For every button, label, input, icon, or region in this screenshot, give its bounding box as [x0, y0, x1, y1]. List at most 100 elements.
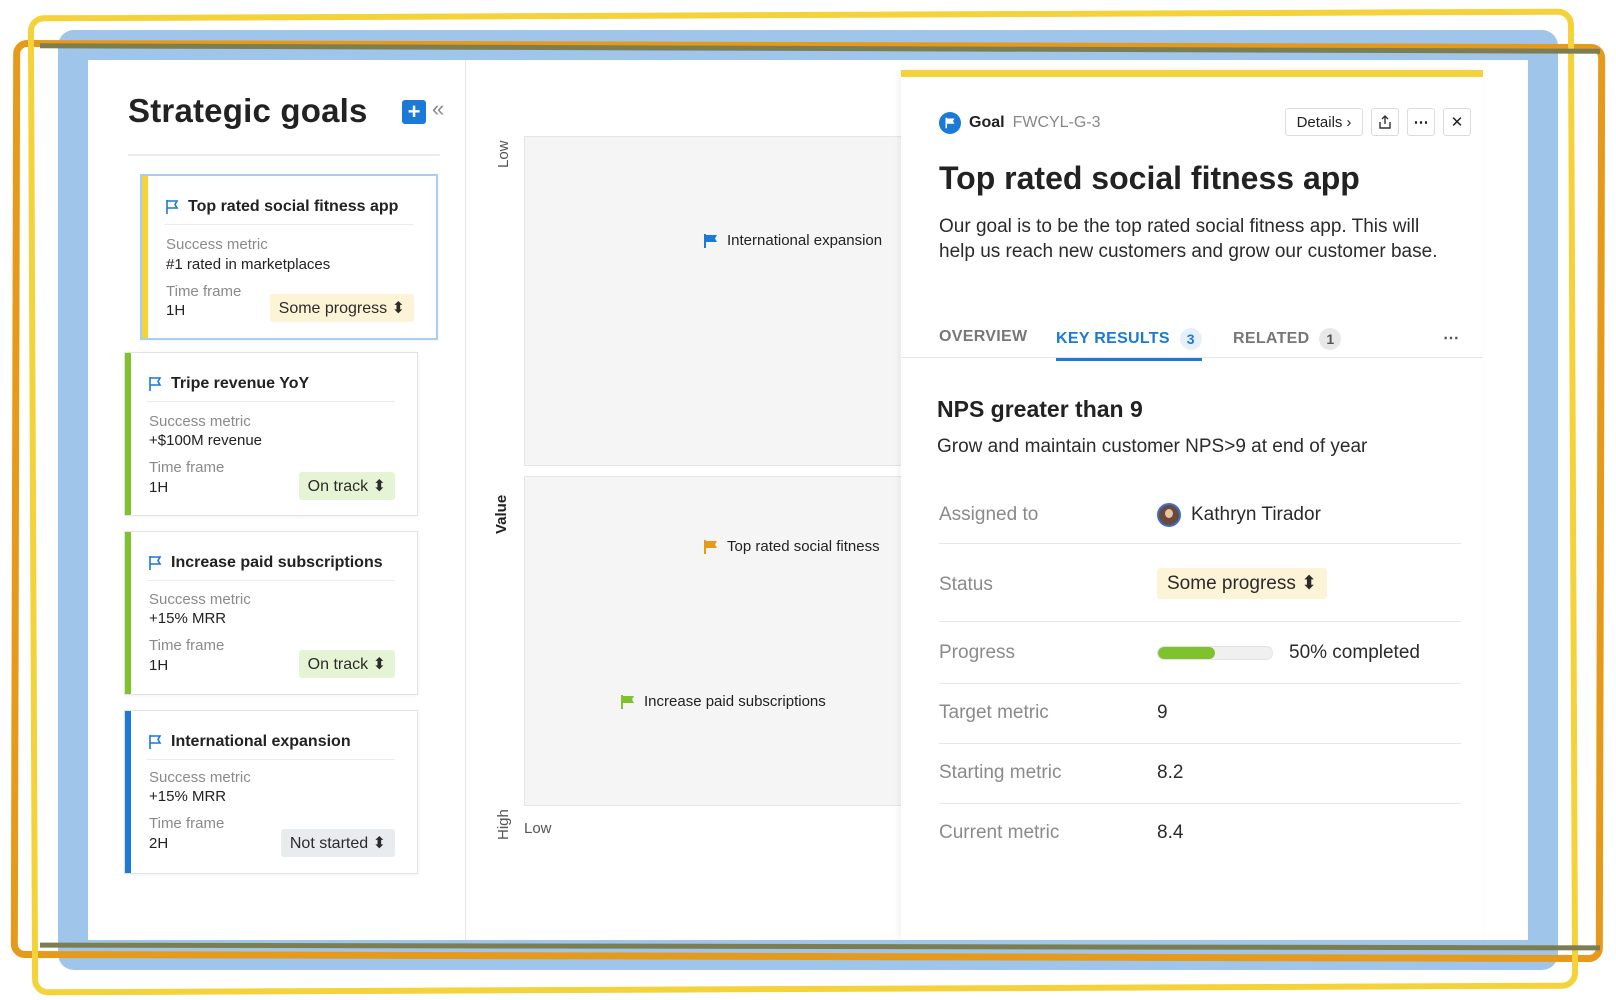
time-frame-value: 2H	[149, 835, 169, 852]
goal-card-title: International expansion	[147, 733, 395, 760]
flag-icon	[704, 233, 717, 248]
status-pill: Some progress ⬍	[1157, 568, 1328, 599]
sort-arrows-icon: ⬍	[391, 300, 405, 317]
assignee[interactable]: Kathryn Tirador	[1157, 503, 1321, 527]
goal-color-bar	[125, 711, 131, 873]
close-icon[interactable]: ✕	[1443, 108, 1471, 136]
time-frame-value: 1H	[149, 479, 169, 496]
app-window: Strategic goals + « Top rated social fit…	[88, 60, 1528, 940]
progress-text: 50% completed	[1289, 642, 1420, 663]
goal-card[interactable]: Increase paid subscriptions Success metr…	[124, 531, 418, 695]
chart-point[interactable]: Top rated social fitness	[703, 538, 880, 555]
sidebar-divider	[128, 154, 440, 156]
assigned-row: Assigned to Kathryn Tirador	[939, 490, 1461, 544]
flag-icon	[166, 200, 179, 214]
goal-card-title-text: Tripe revenue YoY	[171, 375, 310, 392]
time-frame-label: Time frame	[149, 637, 225, 654]
current-row: Current metric 8.4	[939, 804, 1461, 864]
success-metric-label: Success metric	[149, 591, 251, 608]
flag-badge-icon	[939, 112, 961, 134]
target-value: 9	[1157, 702, 1168, 723]
current-value: 8.4	[1157, 822, 1184, 843]
success-metric-value: +$100M revenue	[149, 432, 262, 449]
tab-count-badge: 3	[1179, 328, 1202, 350]
goal-card[interactable]: Top rated social fitness app Success met…	[140, 174, 438, 340]
time-frame-value: 1H	[166, 302, 186, 319]
goal-card[interactable]: International expansion Success metric +…	[124, 710, 418, 874]
status-dropdown-label: On track	[307, 656, 369, 673]
y-axis-high-label: High	[495, 809, 512, 840]
flag-icon	[704, 539, 717, 554]
sort-arrows-icon: ⬍	[372, 835, 386, 852]
progress-bar	[1157, 646, 1273, 660]
progress-label: Progress	[939, 642, 1016, 663]
status-value: Some progress	[1167, 573, 1296, 594]
status-dropdown[interactable]: On track ⬍	[298, 472, 395, 500]
success-metric-value: +15% MRR	[149, 610, 227, 627]
avatar	[1157, 503, 1181, 527]
double-chevron-left-icon[interactable]: «	[432, 96, 445, 121]
goal-title: Top rated social fitness app	[939, 160, 1360, 196]
goal-card-title-text: Top rated social fitness app	[188, 198, 399, 215]
chart-point-label: Top rated social fitness	[727, 538, 880, 555]
progress-value: 50% completed	[1157, 642, 1420, 664]
success-metric-value: +15% MRR	[149, 788, 227, 805]
time-frame-value: 1H	[149, 657, 169, 674]
chart-quadrant-bottom	[524, 476, 924, 806]
status-dropdown-label: Some progress	[278, 300, 388, 317]
more-horizontal-icon[interactable]: ⋯	[1443, 330, 1459, 347]
status-dropdown[interactable]: Not started ⬍	[280, 829, 395, 857]
status-dropdown[interactable]: Some progress ⬍	[1157, 568, 1328, 599]
goal-card-title: Top rated social fitness app	[164, 198, 414, 225]
starting-value: 8.2	[1157, 762, 1184, 783]
goal-card-title-text: International expansion	[171, 733, 351, 750]
x-axis-low-label: Low	[524, 820, 552, 837]
details-button[interactable]: Details ›	[1285, 108, 1363, 136]
tab-label: KEY RESULTS	[1056, 330, 1170, 347]
goal-color-bar	[125, 353, 131, 515]
time-frame-label: Time frame	[149, 459, 225, 476]
tab-label: RELATED	[1233, 330, 1310, 347]
plus-icon[interactable]: +	[402, 100, 426, 124]
chart-point[interactable]: Increase paid subscriptions	[620, 693, 826, 710]
goal-card[interactable]: Tripe revenue YoY Success metric +$100M …	[124, 352, 418, 516]
flag-icon	[621, 694, 634, 709]
goal-type-label: Goal	[969, 114, 1005, 131]
value-matrix-chart: Low Value High Low International expansi…	[467, 60, 924, 940]
sort-arrows-icon: ⬍	[372, 656, 386, 673]
tab-key-results[interactable]: KEY RESULTS 3	[1056, 328, 1202, 361]
chart-point-label: Increase paid subscriptions	[644, 693, 826, 710]
chart-point[interactable]: International expansion	[703, 232, 882, 249]
tab-overview[interactable]: OVERVIEW	[939, 328, 1027, 346]
key-result-title: NPS greater than 9	[937, 396, 1143, 422]
flag-icon	[149, 735, 162, 749]
y-axis-title: Value	[493, 494, 510, 534]
more-horizontal-icon[interactable]: ⋯	[1407, 108, 1435, 136]
goal-card-title: Tripe revenue YoY	[147, 375, 395, 402]
sort-arrows-icon: ⬍	[1301, 573, 1318, 594]
status-row: Status Some progress ⬍	[939, 544, 1461, 622]
success-metric-label: Success metric	[166, 236, 268, 253]
tab-related[interactable]: RELATED 1	[1233, 328, 1342, 350]
goal-card-title-text: Increase paid subscriptions	[171, 554, 383, 571]
status-color-bar	[901, 70, 1483, 77]
time-frame-label: Time frame	[149, 815, 225, 832]
share-icon[interactable]	[1371, 108, 1399, 136]
success-metric-value: #1 rated in marketplaces	[166, 256, 331, 273]
status-dropdown-label: On track	[307, 478, 369, 495]
chart-point-label: International expansion	[727, 232, 883, 249]
sort-arrows-icon: ⬍	[372, 478, 386, 495]
assignee-name: Kathryn Tirador	[1191, 504, 1321, 525]
key-result-description: Grow and maintain customer NPS>9 at end …	[937, 436, 1368, 457]
chart-quadrant-top	[524, 136, 924, 466]
success-metric-label: Success metric	[149, 769, 251, 786]
status-dropdown[interactable]: On track ⬍	[298, 650, 395, 678]
goal-identifier: Goal FWCYL-G-3	[939, 112, 1101, 134]
progress-row: Progress 50% completed	[939, 622, 1461, 684]
chevron-right-icon: ›	[1346, 113, 1352, 131]
status-dropdown[interactable]: Some progress ⬍	[269, 294, 414, 322]
goals-sidebar: Strategic goals + « Top rated social fit…	[88, 60, 466, 940]
y-axis-low-label: Low	[495, 140, 512, 168]
starting-label: Starting metric	[939, 762, 1062, 783]
success-metric-label: Success metric	[149, 413, 251, 430]
